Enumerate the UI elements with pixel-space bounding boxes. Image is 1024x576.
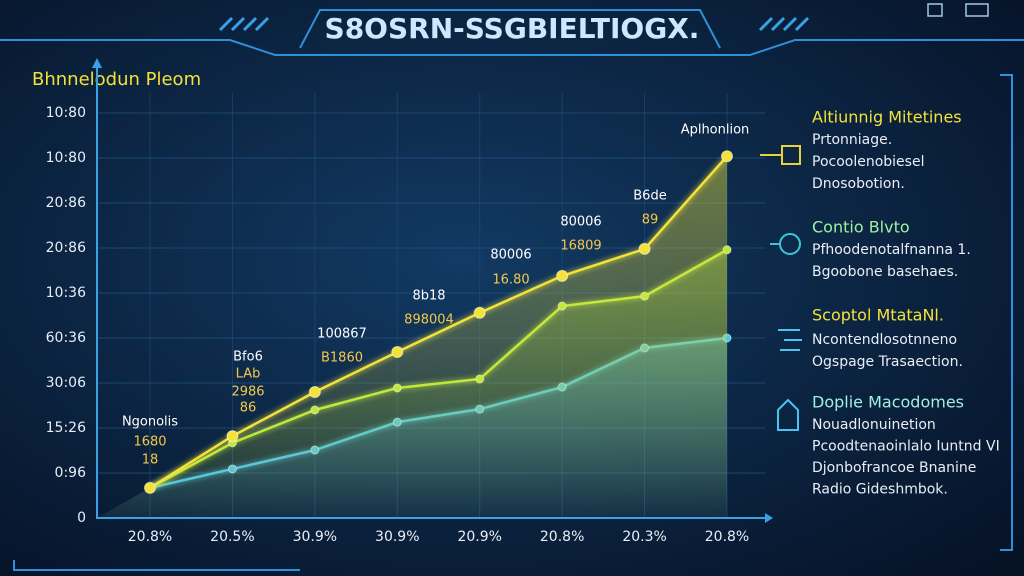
legend-detail: Dnosobotion.: [812, 176, 905, 192]
annotation: 16809: [560, 239, 601, 254]
point: [473, 306, 486, 319]
note-line: Nouadlonuinetion: [812, 417, 936, 433]
chart-title: S8OSRN-SSGBIELTIOGX.: [325, 12, 700, 45]
y-tick-label: 60:36: [46, 330, 86, 346]
y-tick-label: 10:36: [46, 285, 86, 301]
area: [97, 156, 727, 518]
legend-title: Altiunnig Mitetines: [812, 108, 962, 127]
legend-detail: Bgoobone basehaes.: [812, 264, 958, 280]
point: [638, 242, 651, 255]
legend-detail: Ogspage Trasaection.: [812, 354, 963, 370]
y-tick-label: 0:96: [55, 465, 87, 481]
frame-stripes: [218, 16, 810, 32]
x-tick-label: 20.8%: [128, 529, 172, 545]
annotation: 18: [142, 453, 159, 468]
point: [226, 430, 239, 443]
y-tick-label: 20:86: [46, 195, 86, 211]
frame: [0, 9, 1024, 571]
window-icons[interactable]: [927, 3, 989, 17]
annotation: 89: [642, 213, 659, 228]
line: [149, 155, 728, 489]
legend-detail: Prtonniage.: [812, 132, 892, 148]
annotation: B1860: [321, 351, 363, 366]
x-tick-label: 20.9%: [457, 529, 501, 545]
legend-detail: Pfhoodenotalfnanna 1.: [812, 242, 971, 258]
y-tick-label: 20:86: [46, 240, 86, 256]
x-tick-label: 30.9%: [293, 529, 337, 545]
point: [721, 150, 733, 163]
y-tick-label: 10:80: [46, 150, 86, 166]
annotation: 100867: [317, 327, 367, 342]
x-tick-label: 20.8%: [705, 529, 749, 545]
annotation: Bfo6: [233, 350, 263, 365]
note-line: Pcoodtenaoinlalo Iuntnd VI: [812, 439, 1000, 455]
note-line: Radio Gideshmbok.: [812, 482, 948, 498]
point: [308, 386, 321, 398]
annotation: 16.80: [492, 273, 529, 288]
legend-detail: Pocoolenobiesel: [812, 154, 924, 170]
annotation: B6de: [633, 189, 666, 204]
x-tick-label: 20.5%: [210, 529, 254, 545]
legend-icons: [760, 145, 802, 431]
annotation: LAb: [236, 367, 261, 382]
y-tick-label: 30:06: [46, 375, 86, 391]
annotation: 2986: [231, 385, 264, 400]
y-tick-label: 0: [77, 510, 86, 526]
legend-detail: Ncontendlosotnneno: [812, 332, 957, 348]
y-tick-label: 15:26: [46, 420, 86, 436]
annotation: 80006: [490, 248, 531, 263]
annotation: 1680: [133, 435, 166, 450]
y-axis-label: Bhnnelodun Pleom: [32, 69, 201, 90]
annotation: Ngonolis: [122, 415, 178, 430]
point: [556, 269, 569, 282]
annotation: 8b18: [412, 289, 445, 304]
point: [391, 345, 404, 358]
x-tick-label: 30.9%: [375, 529, 419, 545]
note-title: Doplie Macodomes: [812, 393, 964, 412]
x-tick-label: 20.3%: [622, 529, 666, 545]
legend-title: Contio Blvto: [812, 218, 910, 237]
note-line: Djonbofrancoe Bnanine: [812, 460, 976, 476]
x-tick-label: 20.8%: [540, 529, 584, 545]
annotation: 80006: [560, 215, 601, 230]
annotation: Aplhonlion: [681, 123, 750, 138]
y-tick-label: 10:80: [46, 105, 86, 121]
point: [144, 481, 156, 494]
annotation: 86: [240, 401, 257, 416]
annotation: 898004: [404, 313, 454, 328]
legend-title: Scoptol MtataNl.: [812, 306, 944, 325]
